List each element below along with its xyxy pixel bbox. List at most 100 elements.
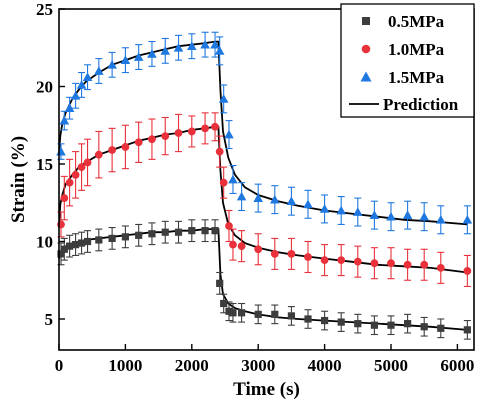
data-point <box>287 250 296 258</box>
legend-item-1.0mpa: 1.0MPa <box>361 40 445 59</box>
data-point <box>200 39 210 49</box>
data-point <box>133 52 144 61</box>
data-point <box>72 241 80 249</box>
x-tick-label: 2000 <box>175 356 209 375</box>
data-point <box>71 170 80 179</box>
data-point <box>337 318 345 326</box>
legend-marker-circle <box>361 44 371 54</box>
data-point <box>336 205 346 215</box>
data-point <box>173 42 184 52</box>
data-point <box>225 222 233 230</box>
data-point <box>187 41 197 51</box>
data-point <box>237 242 246 251</box>
data-point <box>463 267 472 275</box>
data-point <box>77 239 86 247</box>
data-point <box>94 150 103 159</box>
data-point <box>64 103 75 113</box>
data-point <box>386 211 396 221</box>
data-point <box>76 80 87 89</box>
x-tick-label: 4000 <box>308 356 342 375</box>
data-point <box>135 231 143 239</box>
data-point <box>304 253 312 261</box>
data-point <box>225 307 233 315</box>
data-point <box>218 94 229 103</box>
data-point <box>201 124 209 133</box>
data-point <box>238 309 246 317</box>
series-1.0MPa <box>57 112 472 288</box>
data-point <box>188 227 196 235</box>
prediction-curve <box>58 125 468 274</box>
axis-ticks: 0 1000 2000 3000 4000 5000 6000 5 10 15 20 25 <box>36 0 474 375</box>
data-point <box>94 66 104 75</box>
data-point <box>60 245 68 253</box>
x-tick-label: 3000 <box>241 356 275 375</box>
legend-label-1.5mpa: 1.5MPa <box>388 68 445 87</box>
data-point <box>404 320 412 328</box>
data-point <box>236 191 247 201</box>
data-point <box>463 326 471 334</box>
data-point <box>107 60 117 69</box>
data-point <box>228 174 238 184</box>
data-point <box>201 227 209 235</box>
y-axis-title: Strain (%) <box>8 136 29 223</box>
data-point <box>160 46 171 55</box>
data-point <box>210 39 220 49</box>
data-point <box>77 163 86 172</box>
data-point <box>215 147 224 156</box>
data-point <box>254 310 262 318</box>
data-point <box>216 279 224 287</box>
data-point <box>174 228 183 236</box>
data-point <box>436 263 445 272</box>
data-point <box>59 115 70 125</box>
data-point <box>419 211 429 221</box>
data-point <box>270 194 280 204</box>
x-tick-label: 1000 <box>108 356 142 375</box>
data-point <box>95 236 103 244</box>
data-point <box>65 178 74 187</box>
data-point <box>370 321 378 329</box>
legend-marker-square <box>362 17 370 25</box>
data-point <box>420 323 428 331</box>
data-point <box>148 135 156 144</box>
x-tick-label: 0 <box>55 356 64 375</box>
data-point <box>354 320 362 328</box>
x-tick-label: 6000 <box>440 356 474 375</box>
data-point <box>147 49 157 58</box>
data-point <box>436 215 446 224</box>
series-1.5MPa <box>56 31 473 235</box>
data-point <box>134 138 143 147</box>
data-point <box>229 309 237 317</box>
legend-label-prediction: Prediction <box>383 95 459 114</box>
data-point <box>271 310 279 318</box>
legend-item-1.5mpa: 1.5MPa <box>360 68 445 87</box>
data-point <box>287 312 295 320</box>
x-axis-title: Time (s) <box>233 379 300 400</box>
data-point <box>370 259 379 268</box>
y-tick-label: 5 <box>45 310 54 329</box>
data-point <box>121 143 130 151</box>
legend-label-0.5mpa: 0.5MPa <box>388 12 445 31</box>
data-point <box>214 46 225 55</box>
legend-item-0.5mpa: 0.5MPa <box>362 12 445 31</box>
data-point <box>337 256 346 264</box>
data-point <box>120 55 131 64</box>
data-point <box>66 242 74 250</box>
y-tick-label: 15 <box>36 155 53 174</box>
data-point <box>321 316 329 325</box>
data-point <box>161 228 169 236</box>
data-point <box>70 91 81 100</box>
data-point <box>108 234 116 242</box>
data-point <box>353 257 362 266</box>
data-point <box>254 245 263 254</box>
y-tick-label: 10 <box>36 233 53 252</box>
y-tick-label: 20 <box>36 78 53 97</box>
data-point <box>229 240 237 249</box>
data-point <box>402 210 413 219</box>
data-point <box>220 299 228 308</box>
legend-item-prediction: Prediction <box>349 95 459 114</box>
series-0.5MPa <box>57 219 471 340</box>
data-point <box>211 122 219 131</box>
data-point <box>304 315 312 323</box>
legend-marker-triangle <box>360 71 372 82</box>
